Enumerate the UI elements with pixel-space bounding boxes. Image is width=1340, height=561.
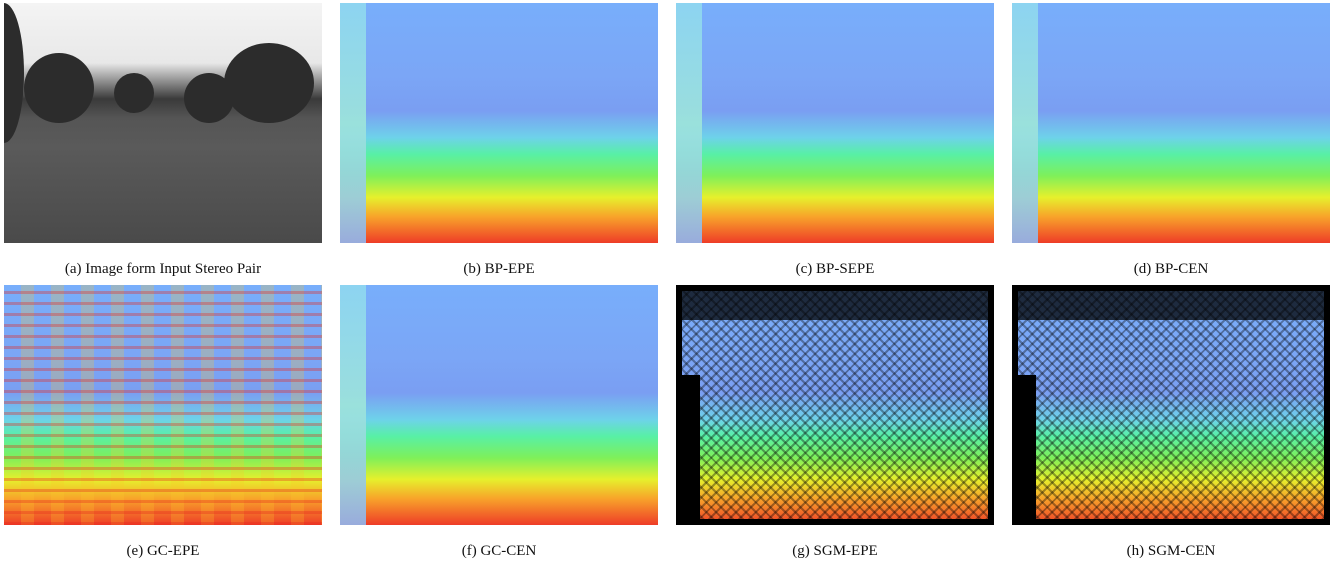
panel: (h) SGM-CEN [1012, 285, 1330, 560]
panel-image [340, 3, 658, 243]
edge-strip [1012, 3, 1038, 243]
panel: (c) BP-SEPE [676, 3, 994, 278]
panel-image [340, 285, 658, 525]
panel-image [676, 3, 994, 243]
noise [4, 285, 322, 525]
edge-strip [340, 3, 366, 243]
caption: (c) BP-SEPE [676, 261, 994, 278]
panel: (d) BP-CEN [1012, 3, 1330, 278]
panel: (a) Image form Input Stereo Pair [4, 3, 322, 278]
panel-image [1012, 285, 1330, 525]
invalid-pixels [676, 285, 994, 525]
panel-image [1012, 3, 1330, 243]
tree [184, 73, 234, 123]
caption: (f) GC-CEN [340, 543, 658, 560]
edge-strip [340, 285, 366, 525]
tree [114, 73, 154, 113]
panel: (e) GC-EPE [4, 285, 322, 560]
panel-image [676, 285, 994, 525]
panel-image [4, 3, 322, 243]
tree [4, 3, 24, 143]
tree [24, 53, 94, 123]
figure: (a) Image form Input Stereo Pair (b) BP-E… [0, 0, 1340, 561]
panel: (b) BP-EPE [340, 3, 658, 278]
caption: (a) Image form Input Stereo Pair [4, 261, 322, 278]
panel: (g) SGM-EPE [676, 285, 994, 560]
edge-strip [676, 3, 702, 243]
caption: (g) SGM-EPE [676, 543, 994, 560]
caption: (h) SGM-CEN [1012, 543, 1330, 560]
caption: (d) BP-CEN [1012, 261, 1330, 278]
tree [224, 43, 314, 123]
caption: (e) GC-EPE [4, 543, 322, 560]
panel: (f) GC-CEN [340, 285, 658, 560]
caption: (b) BP-EPE [340, 261, 658, 278]
panel-image [4, 285, 322, 525]
invalid-pixels [1012, 285, 1330, 525]
